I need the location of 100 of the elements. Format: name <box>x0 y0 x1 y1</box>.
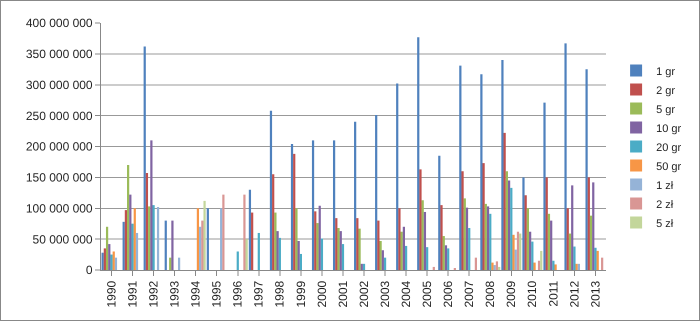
y-tick-label: 0 <box>86 263 93 278</box>
bar <box>501 60 504 270</box>
bar <box>102 252 104 270</box>
bar <box>592 182 594 270</box>
bar <box>320 238 324 270</box>
legend-label: 10 gr <box>656 122 682 135</box>
legend-label: 5 zł <box>656 218 674 230</box>
bar <box>108 244 110 270</box>
bar <box>278 238 281 270</box>
bar <box>596 250 599 270</box>
x-tick-label: 2008 <box>483 280 498 308</box>
bar <box>396 84 398 270</box>
bar <box>474 258 477 270</box>
bar <box>571 185 574 270</box>
bar <box>447 248 450 270</box>
bar <box>566 208 569 270</box>
bar <box>356 218 358 270</box>
x-tick-label: 2010 <box>525 280 540 308</box>
bar <box>358 228 361 270</box>
bar <box>248 190 252 270</box>
bar <box>131 224 134 270</box>
x-tick-label: 2012 <box>567 280 582 308</box>
bar <box>251 212 254 270</box>
bar <box>300 254 302 270</box>
bar <box>466 208 468 270</box>
x-tick-label: 2006 <box>441 280 456 308</box>
bar <box>548 214 550 270</box>
bar <box>529 232 532 270</box>
bar <box>573 246 576 270</box>
bar <box>464 198 466 270</box>
x-tick-label: 1990 <box>104 280 118 308</box>
y-tick-label: 350 000 000 <box>26 47 93 62</box>
bar <box>199 226 202 270</box>
legend-label: 2 gr <box>656 84 676 97</box>
bar <box>422 200 424 270</box>
y-tick-label: 150 000 000 <box>26 170 93 185</box>
bar <box>506 171 508 270</box>
bar <box>375 115 378 270</box>
x-tick-label: 1997 <box>252 280 266 308</box>
bar <box>546 177 548 270</box>
bar <box>112 251 115 270</box>
bar <box>270 110 272 270</box>
x-tick-label: 2003 <box>378 280 392 308</box>
y-tick-label: 300 000 000 <box>26 78 93 92</box>
x-tick-label: 2009 <box>504 280 518 308</box>
bar <box>152 205 155 270</box>
x-tick-label: 1993 <box>168 280 182 308</box>
bar <box>110 254 113 270</box>
bar <box>127 165 130 270</box>
x-tick-label: 1999 <box>294 280 308 308</box>
bar <box>196 208 200 270</box>
bar <box>382 250 384 270</box>
x-tick-label: 2011 <box>546 280 560 307</box>
bar <box>601 258 604 270</box>
bar <box>274 212 277 270</box>
bar <box>272 174 274 270</box>
x-tick-label: 2002 <box>356 280 371 308</box>
bar <box>538 260 540 270</box>
bar <box>489 214 492 270</box>
x-tick-label: 2001 <box>336 280 350 308</box>
bar <box>514 250 517 270</box>
bar <box>442 236 445 270</box>
bar <box>220 208 222 270</box>
bar <box>134 208 136 270</box>
bar <box>354 122 356 270</box>
bar <box>440 205 443 270</box>
bar <box>482 163 485 270</box>
bar <box>380 240 382 270</box>
legend-label: 1 zł <box>656 180 674 192</box>
bar <box>148 206 150 270</box>
bar <box>124 210 128 270</box>
bar <box>486 206 490 270</box>
legend-label: 20 gr <box>656 142 682 154</box>
bar <box>276 231 279 270</box>
x-tick-label: 2005 <box>420 280 434 308</box>
x-tick-label: 2004 <box>399 280 413 308</box>
bar <box>295 208 298 270</box>
bar <box>236 251 239 270</box>
bar <box>590 216 592 270</box>
bar <box>206 208 209 270</box>
bar <box>404 246 408 270</box>
x-tick-label: 2007 <box>462 280 476 308</box>
bar <box>402 226 405 270</box>
bar <box>318 206 321 270</box>
bar <box>550 220 552 270</box>
bar <box>377 220 380 270</box>
bar <box>498 266 500 270</box>
bar <box>104 248 106 270</box>
bar <box>419 169 422 270</box>
bar <box>136 232 138 270</box>
bar <box>129 194 132 270</box>
bar <box>312 140 314 270</box>
y-tick-label: 200 000 000 <box>26 140 93 154</box>
bar <box>335 218 338 270</box>
bar <box>337 228 340 270</box>
x-tick-label: 1994 <box>188 280 203 308</box>
x-tick-label: 1998 <box>272 280 287 308</box>
bar <box>522 177 525 270</box>
bar <box>552 260 555 270</box>
bar <box>424 212 426 270</box>
